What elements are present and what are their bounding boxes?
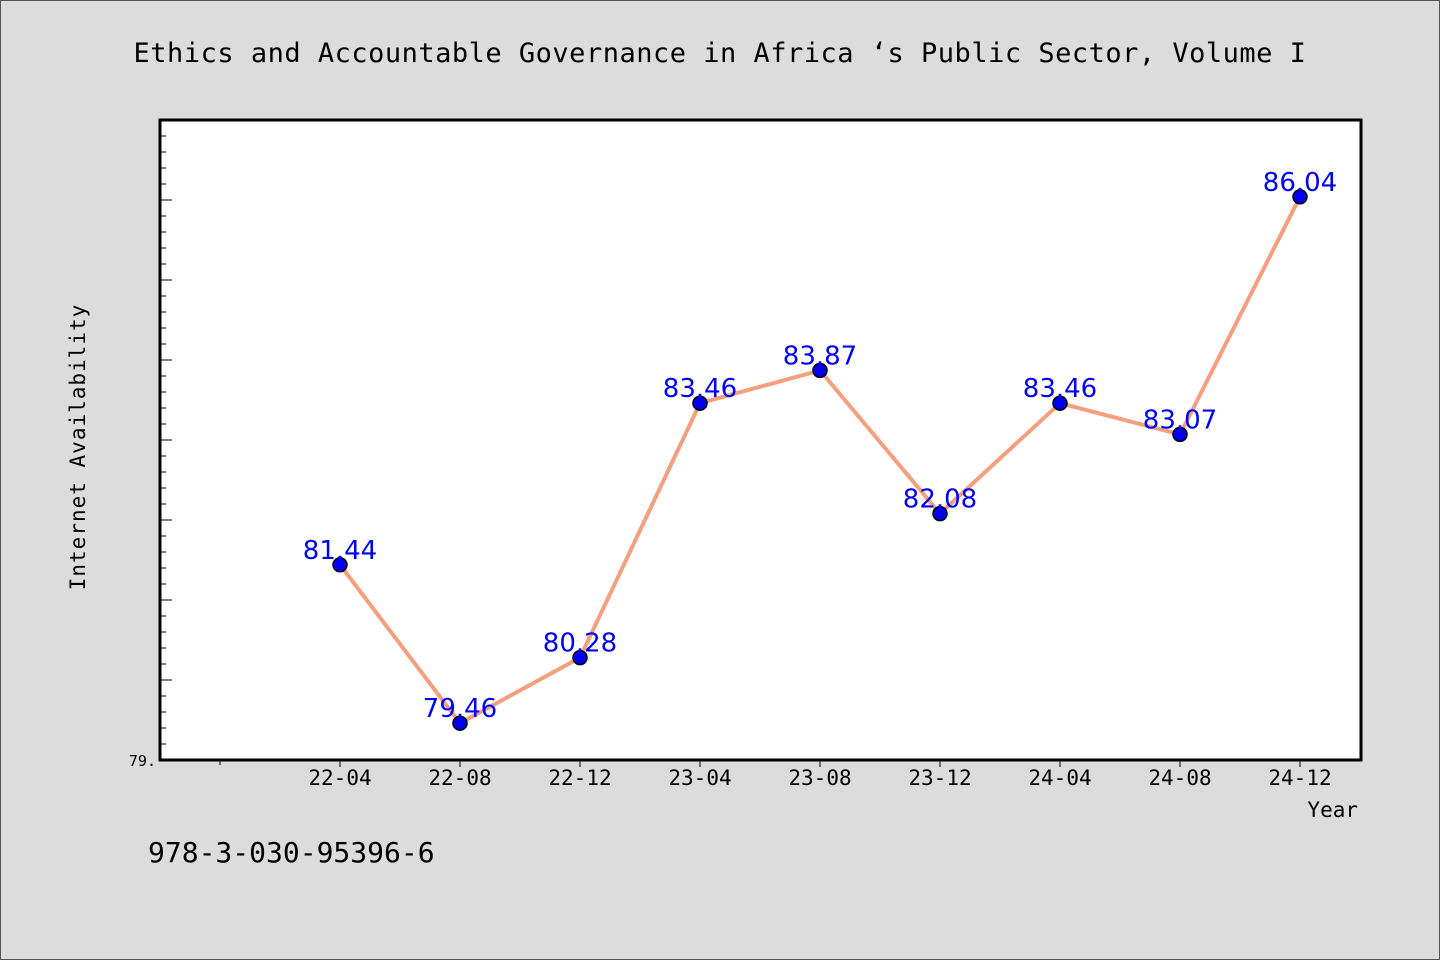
data-point	[692, 395, 708, 411]
plot-area	[158, 118, 1363, 762]
footnote-isbn: 978-3-030-95396-6	[148, 836, 435, 869]
x-axis-label: Year	[1307, 798, 1358, 822]
chart-title: Ethics and Accountable Governance in Afr…	[133, 38, 1307, 69]
x-tick-label: 24-12	[1268, 766, 1331, 790]
data-label: 80.28	[543, 629, 617, 659]
data-point	[1172, 426, 1188, 443]
y-axis-ticks: 79.	[129, 119, 172, 770]
y-axis-label: Internet Availability	[66, 304, 90, 591]
data-label: 81.44	[303, 536, 377, 566]
data-point	[572, 649, 588, 666]
x-tick-label: 22-08	[428, 766, 491, 790]
y-tick-label: 79.	[129, 752, 156, 770]
data-point	[1052, 395, 1068, 411]
x-tick-label: 24-08	[1148, 766, 1211, 790]
data-label: 82.08	[903, 485, 977, 515]
x-tick-label: 23-12	[908, 766, 971, 790]
x-tick-label: 23-04	[668, 766, 731, 790]
data-point	[812, 362, 828, 379]
data-label: 83.87	[783, 341, 857, 371]
x-tick-label: 22-04	[308, 766, 371, 790]
data-point	[452, 715, 468, 731]
data-point	[332, 557, 348, 573]
data-label: 79.46	[423, 694, 497, 724]
data-label: 83.46	[663, 374, 737, 404]
x-tick-label: 23-08	[788, 766, 851, 790]
data-label: 83.07	[1143, 405, 1217, 435]
series-layer: 81.44 79.46 80.28 83.46 83.87 82.08 83.46 83.07…	[303, 168, 1337, 731]
data-point	[1292, 189, 1308, 205]
data-label: 86.04	[1263, 168, 1337, 198]
data-label: 83.46	[1023, 374, 1097, 404]
data-point	[932, 505, 948, 522]
x-tick-label: 24-04	[1028, 766, 1091, 790]
x-axis-ticks: 22-04 22-08 22-12 23-04 23-08 23-12 24-04 24-08…	[219, 760, 1332, 790]
x-tick-label: 22-12	[548, 766, 611, 790]
